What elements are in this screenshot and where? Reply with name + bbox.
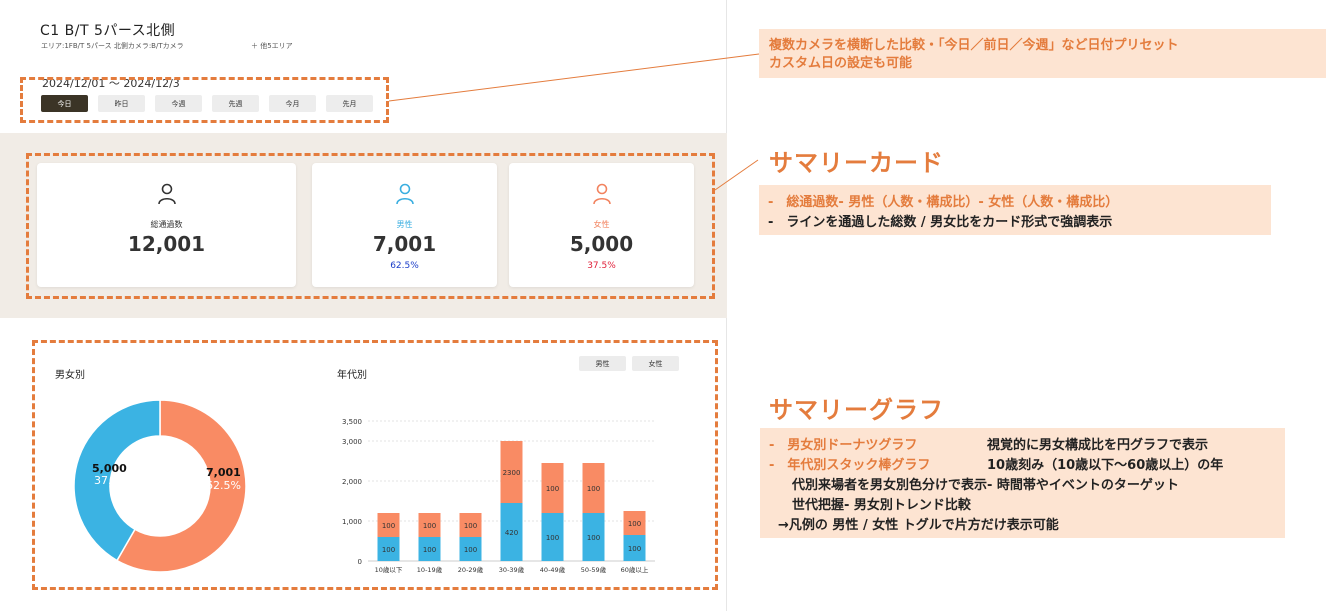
x-tick-label: 60歳以上 [621, 565, 649, 574]
bar-segment-male [582, 513, 605, 561]
graph-note-line2b: 10歳刻み（10歳以下～60歳以上）の年 [987, 458, 1224, 473]
female-label: 女性 [593, 220, 610, 229]
bar-segment-male [377, 537, 400, 561]
area-subtitle: エリア:1FB/T 5パース 北側カメラ:B/Tカメラ [41, 42, 184, 50]
donut-slice-female [73, 399, 161, 562]
bar-segment-male [541, 513, 564, 561]
bar-data-label: 420 [505, 529, 518, 537]
date-note-line1: 複数カメラを横断した比較・「今日／前日／今週」など日付プリセット [769, 38, 1179, 53]
bar-segment-male [623, 535, 646, 561]
bar-data-label: 100 [628, 545, 641, 553]
other-area-link[interactable]: ＋ 他5エリア [251, 42, 293, 50]
x-tick-label: 40-49歳 [540, 565, 566, 574]
summary-highlight-box [26, 153, 715, 299]
bar-data-label: 100 [587, 485, 600, 493]
bar-segment-female [500, 441, 523, 503]
bar-segment-female [541, 463, 564, 513]
bar-segment-male [459, 537, 482, 561]
x-tick-label: 30-39歳 [499, 565, 525, 574]
bar-segment-female [582, 463, 605, 513]
summary-card-heading: サマリーカード [769, 149, 944, 177]
preset-this-week-button[interactable]: 今週 [155, 95, 202, 112]
male-percent: 62.5% [390, 261, 419, 271]
x-tick-label: 10歳以下 [375, 565, 403, 574]
donut-title: 男女別 [55, 370, 85, 381]
preset-this-month-button[interactable]: 今月 [269, 95, 316, 112]
x-tick-label: 10-19歳 [417, 565, 443, 574]
graph-highlight-box [32, 340, 718, 590]
preset-last-week-button[interactable]: 先週 [212, 95, 259, 112]
total-label: 総通過数 [150, 220, 183, 229]
graph-note-line4: 世代把握- 男女別トレンド比較 [792, 498, 971, 513]
summary-graph-heading: サマリーグラフ [769, 396, 944, 424]
male-person-icon [395, 183, 414, 205]
bar-segment-female [459, 513, 482, 537]
y-tick-label: 0 [358, 558, 362, 566]
bar-data-label: 100 [382, 546, 395, 554]
preset-today-button[interactable]: 今日 [41, 95, 88, 112]
summary-card-note: - 総通過数- 男性（人数・構成比）- 女性（人数・構成比） - ラインを通過し… [759, 185, 1271, 235]
y-tick-label: 3,000 [342, 438, 362, 446]
bar-segment-female [623, 511, 646, 535]
bar-segment-male [418, 537, 441, 561]
card-note-line2: - ラインを通過した総数 / 男女比をカード形式で強調表示 [768, 215, 1113, 230]
bar-data-label: 100 [423, 546, 436, 554]
page-title: C1 B/T 5パース北側 [40, 23, 176, 39]
total-card: 総通過数 12,001 [37, 163, 296, 287]
bar-segment-female [418, 513, 441, 537]
graph-note-line1b: 視覚的に男女構成比を円グラフで表示 [987, 438, 1209, 453]
preset-yesterday-button[interactable]: 昨日 [98, 95, 145, 112]
graph-note-line5: →凡例の 男性 / 女性 トグルで片方だけ表示可能 [778, 518, 1059, 533]
female-card: 女性 5,000 37.5% [509, 163, 694, 287]
x-tick-label: 20-29歳 [458, 565, 484, 574]
bar-data-label: 100 [587, 534, 600, 542]
female-percent: 37.5% [587, 261, 616, 271]
person-icon [157, 183, 176, 205]
gender-donut-chart [73, 399, 247, 573]
legend-female-toggle[interactable]: 女性 [632, 356, 679, 371]
bar-segment-male [500, 503, 523, 561]
y-tick-label: 3,500 [342, 418, 362, 426]
summary-graph-note: - 男女別ドーナツグラフ 視覚的に男女構成比を円グラフで表示 - 年代別スタック… [760, 428, 1285, 538]
total-value: 12,001 [127, 232, 206, 256]
dashboard-panel: C1 B/T 5パース北側 エリア:1FB/T 5パース 北側カメラ:B/Tカメ… [0, 0, 727, 611]
y-tick-label: 1,000 [342, 518, 362, 526]
donut-label-right-pct: 62.5% [206, 479, 241, 492]
date-note: 複数カメラを横断した比較・「今日／前日／今週」など日付プリセット カスタム日の設… [759, 29, 1326, 78]
male-value: 7,001 [372, 232, 437, 256]
bar-data-label: 100 [464, 522, 477, 530]
legend-male-toggle[interactable]: 男性 [579, 356, 626, 371]
bar-data-label: 100 [546, 534, 559, 542]
male-card: 男性 7,001 62.5% [312, 163, 497, 287]
bar-data-label: 100 [464, 546, 477, 554]
y-tick-label: 2,000 [342, 478, 362, 486]
date-note-line2: カスタム日の設定も可能 [769, 56, 913, 71]
female-person-icon [592, 183, 611, 205]
bar-data-label: 2300 [503, 469, 521, 477]
graph-note-line3: 代別来場者を男女別色分けで表示- 時間帯やイベントのターゲット [792, 478, 1179, 493]
donut-label-left-pct: 37.5% [94, 474, 129, 487]
donut-label-right-value: 7,001 [206, 466, 241, 479]
bar-data-label: 100 [546, 485, 559, 493]
age-stacked-bar-chart: 0 1,000 2,000 3,000 3,500 100 100 10歳以下 100 100 10… [342, 418, 655, 574]
date-preset-group: 今日 昨日 今週 先週 今月 先月 [41, 95, 373, 112]
bar-data-label: 100 [382, 522, 395, 530]
age-chart-title: 年代別 [337, 370, 367, 381]
female-value: 5,000 [569, 232, 634, 256]
date-highlight-box [20, 77, 389, 123]
male-label: 男性 [396, 220, 413, 229]
x-tick-label: 50-59歳 [581, 565, 607, 574]
donut-slice-male [115, 399, 247, 573]
graph-note-line2a: - 年代別スタック棒グラフ [769, 458, 931, 473]
date-range[interactable]: 2024/12/01 ～ 2024/12/3 [42, 77, 180, 90]
preset-last-month-button[interactable]: 先月 [326, 95, 373, 112]
bar-data-label: 100 [628, 520, 641, 528]
card-note-line1: - 総通過数- 男性（人数・構成比）- 女性（人数・構成比） [768, 195, 1119, 210]
donut-label-left-value: 5,000 [92, 462, 127, 475]
graph-note-line1a: - 男女別ドーナツグラフ [769, 438, 918, 453]
bar-data-label: 100 [423, 522, 436, 530]
bar-segment-female [377, 513, 400, 537]
